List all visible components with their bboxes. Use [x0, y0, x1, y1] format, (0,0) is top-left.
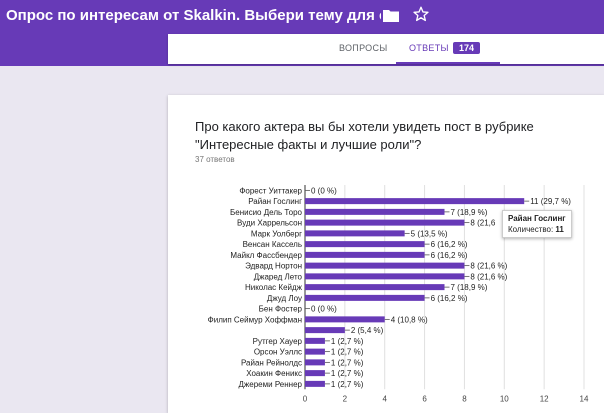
tooltip-title: Райан Гослинг — [508, 214, 566, 223]
category-label: Майкл Фассбендер — [230, 251, 302, 260]
bar[interactable] — [305, 219, 465, 226]
category-label: Джаред Лето — [254, 272, 303, 281]
category-label: Хоакин Феникс — [246, 369, 302, 378]
data-label: 8 (21,6 — [470, 219, 495, 228]
bar[interactable] — [305, 359, 325, 366]
bar[interactable] — [305, 230, 405, 237]
category-label: Эдвард Нортон — [245, 262, 302, 271]
bar[interactable] — [305, 241, 425, 248]
bar[interactable] — [305, 294, 425, 301]
bar[interactable] — [305, 198, 525, 205]
bar[interactable] — [305, 327, 345, 334]
category-label: Райан Гослинг — [248, 197, 302, 206]
data-label: 5 (13,5 %) — [411, 229, 448, 238]
data-label: 6 (16,2 %) — [431, 251, 468, 260]
folder-icon[interactable] — [383, 8, 399, 22]
x-tick-label: 6 — [422, 394, 427, 403]
data-label: 7 (18,9 %) — [451, 208, 488, 217]
bar[interactable] — [305, 337, 325, 344]
data-label: 0 (0 %) — [311, 186, 337, 195]
x-tick-label: 0 — [303, 394, 308, 403]
form-title[interactable]: Опрос по интересам от Skalkin. Выбери те… — [6, 7, 381, 24]
x-tick-label: 8 — [462, 394, 467, 403]
category-label: Рутгер Хауер — [253, 337, 303, 346]
x-tick-label: 10 — [500, 394, 509, 403]
data-label: 6 (16,2 %) — [431, 294, 468, 303]
tooltip-value: 11 — [555, 225, 564, 234]
bar[interactable] — [305, 273, 465, 280]
tab-bar: ВОПРОСЫ ОТВЕТЫ 174 — [168, 34, 604, 64]
x-tick-label: 12 — [540, 394, 549, 403]
active-tab-indicator — [396, 62, 500, 64]
category-label: Райан Рейнолдс — [241, 358, 302, 367]
bar[interactable] — [305, 348, 325, 355]
question-card: Про какого актера вы бы хотели увидеть п… — [168, 95, 604, 413]
star-icon[interactable] — [412, 5, 430, 23]
bar-chart: 0 2 4 6 8 10 12 14 Форест Уиттакер 0 (0 %) Райан Г… — [208, 185, 589, 403]
x-tick-label: 14 — [580, 394, 589, 403]
bar[interactable] — [305, 251, 425, 258]
bar[interactable] — [305, 370, 325, 377]
category-label: Бенисио Дель Торо — [230, 208, 303, 217]
tooltip-count: Количество: 11 — [508, 225, 566, 234]
data-label: 1 (2,7 %) — [331, 358, 364, 367]
category-label: Марк Уолберг — [251, 229, 302, 238]
bar[interactable] — [305, 380, 325, 387]
data-label: 1 (2,7 %) — [331, 337, 364, 346]
category-label: Николас Кейдж — [245, 283, 303, 292]
bar[interactable] — [305, 284, 445, 291]
data-label: 2 (5,4 %) — [351, 326, 384, 335]
bar[interactable] — [305, 262, 465, 269]
question-title: Про какого актера вы бы хотели увидеть п… — [195, 119, 534, 152]
category-label: Джереми Реннер — [239, 380, 303, 389]
x-tick-label: 4 — [382, 394, 387, 403]
data-label: 11 (29,7 %) — [530, 197, 571, 206]
bar[interactable] — [305, 316, 385, 323]
x-tick-label: 2 — [343, 394, 348, 403]
chart-tooltip: Райан Гослинг Количество: 11 — [502, 210, 572, 238]
response-count: 37 ответов — [195, 155, 235, 164]
category-label: Форест Уиттакер — [239, 186, 302, 195]
answers-count-badge: 174 — [453, 42, 481, 54]
category-label: Вуди Харрельсон — [237, 219, 302, 228]
category-label: Бен Фостер — [259, 305, 303, 314]
category-label: Орсон Уэллс — [254, 348, 302, 357]
top-bar: Опрос по интересам от Skalkin. Выбери те… — [0, 0, 604, 34]
category-label: Джуд Лоу — [267, 294, 302, 303]
data-label: 1 (2,7 %) — [331, 348, 364, 357]
data-label: 7 (18,9 %) — [451, 283, 488, 292]
data-label: 0 (0 %) — [311, 305, 337, 314]
category-label: Филип Сеймур Хоффман — [208, 315, 302, 324]
data-label: 6 (16,2 %) — [431, 240, 468, 249]
data-label: 8 (21,6 %) — [470, 262, 507, 271]
data-label: 1 (2,7 %) — [331, 369, 364, 378]
data-label: 4 (10,8 %) — [391, 315, 428, 324]
tab-questions[interactable]: ВОПРОСЫ — [339, 43, 388, 53]
data-label: 8 (21,6 %) — [470, 272, 507, 281]
tab-answers[interactable]: ОТВЕТЫ — [409, 43, 449, 53]
category-label: Венсан Кассель — [243, 240, 302, 249]
tooltip-label: Количество: — [508, 225, 554, 234]
bar[interactable] — [305, 208, 445, 215]
data-label: 1 (2,7 %) — [331, 380, 364, 389]
